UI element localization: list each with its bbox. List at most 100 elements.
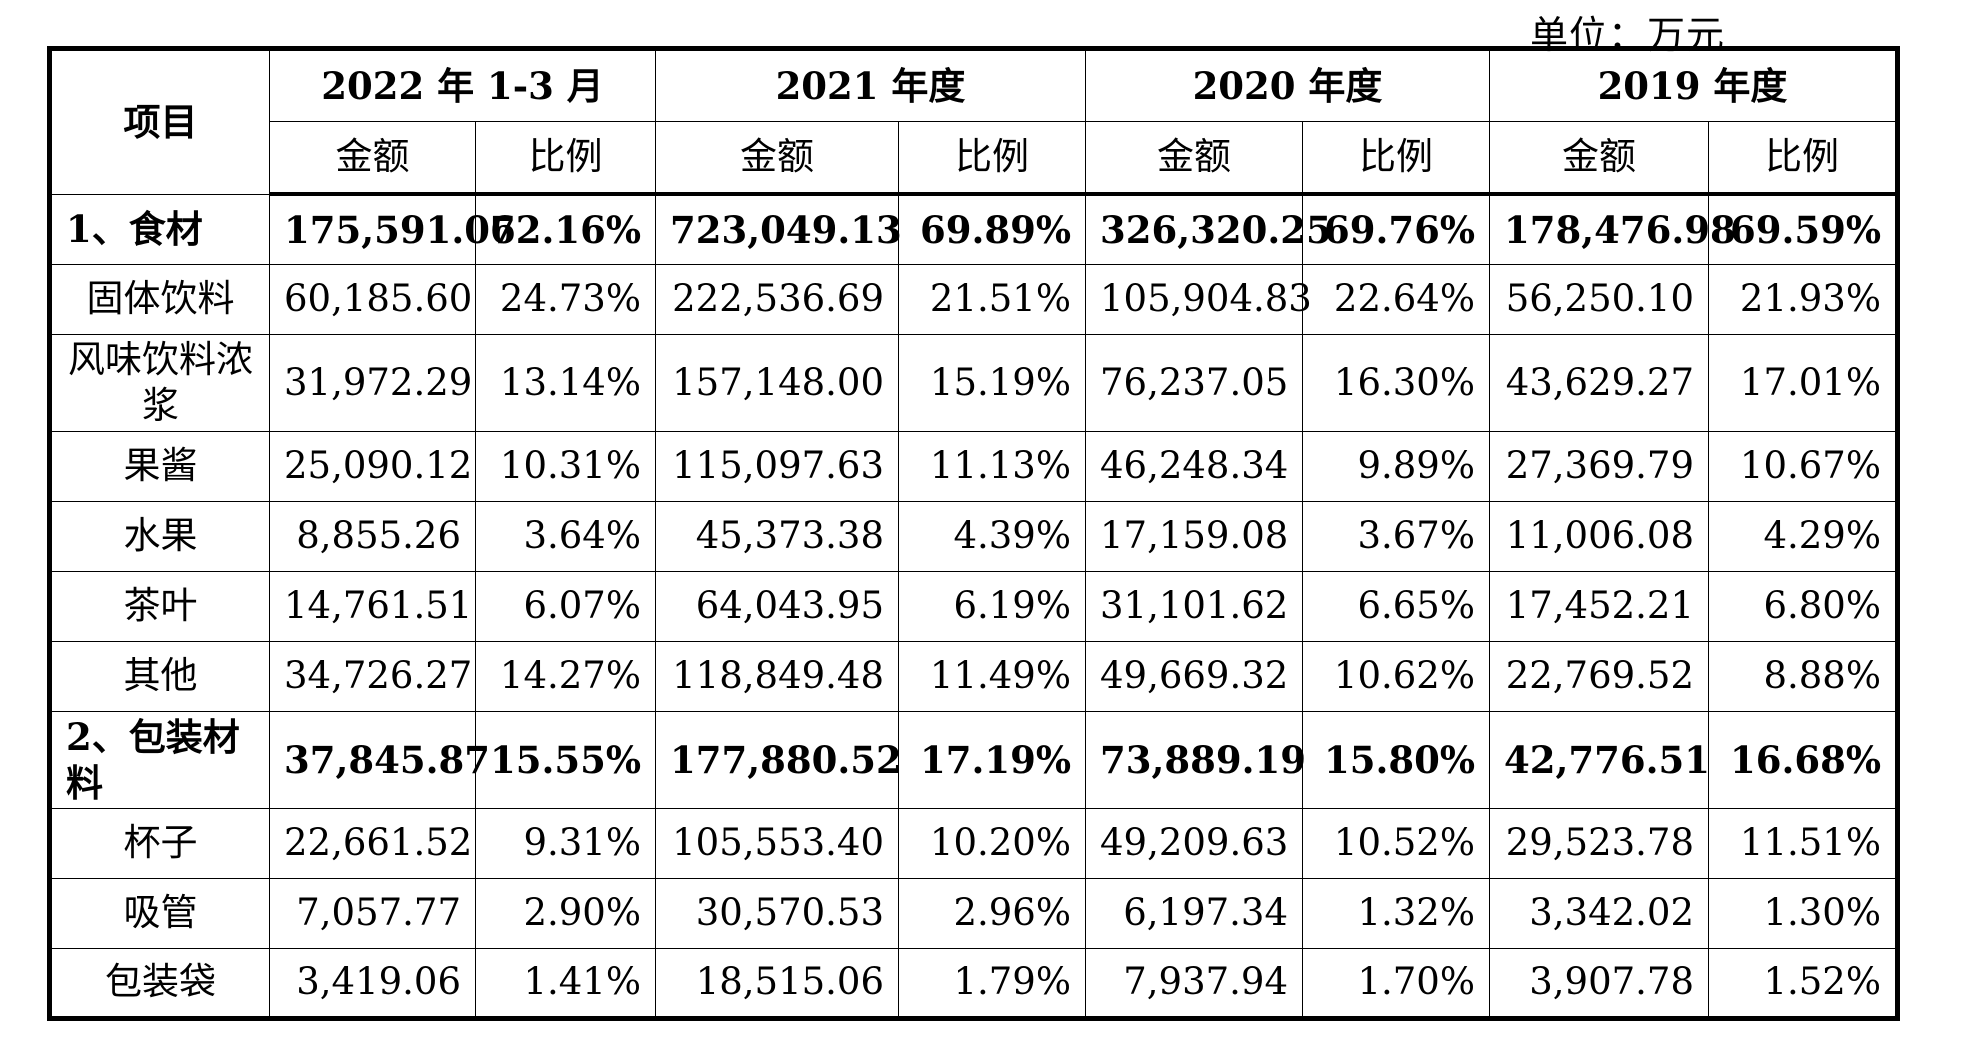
ratio-cell: 11.51% [1708, 807, 1898, 879]
category-row: 2、包装材料 37,845.87 15.55% 177,880.52 17.19% 73,… [49, 710, 1898, 809]
ratio-cell: 3.64% [475, 500, 656, 572]
table-row: 果酱 25,090.12 10.31% 115,097.63 11.13% 46,248.… [49, 430, 1898, 502]
header-ratio: 比例 [475, 121, 656, 196]
ratio-cell: 13.14% [475, 333, 656, 432]
row-item-label: 其他 [49, 640, 270, 712]
ratio-cell: 11.13% [898, 430, 1086, 502]
row-item-label: 茶叶 [49, 570, 270, 642]
header-item: 项目 [49, 48, 270, 195]
header-amount: 金额 [1085, 121, 1303, 196]
amount-cell: 49,669.32 [1085, 640, 1303, 712]
ratio-cell: 21.93% [1708, 263, 1898, 335]
ratio-cell: 1.79% [898, 947, 1086, 1019]
amount-cell: 326,320.25 [1085, 193, 1332, 265]
amount-cell: 76,237.05 [1085, 333, 1303, 432]
header-amount: 金额 [269, 121, 476, 196]
ratio-cell: 3.67% [1302, 500, 1490, 572]
ratio-cell: 4.29% [1708, 500, 1898, 572]
row-item-label: 杯子 [49, 807, 270, 879]
ratio-cell: 1.30% [1708, 877, 1898, 949]
header-ratio: 比例 [1302, 121, 1490, 196]
amount-cell: 31,101.62 [1085, 570, 1303, 642]
table-row: 其他 34,726.27 14.27% 118,849.48 11.49% 49,669.… [49, 640, 1898, 712]
amount-cell: 11,006.08 [1489, 500, 1709, 572]
table-row: 固体饮料 60,185.60 24.73% 222,536.69 21.51% 105,9… [49, 263, 1898, 335]
amount-cell: 17,159.08 [1085, 500, 1303, 572]
row-item-label: 果酱 [49, 430, 270, 502]
table-row: 水果 8,855.26 3.64% 45,373.38 4.39% 17,159.08 3.… [49, 500, 1898, 572]
row-item-label: 1、食材 [49, 193, 270, 265]
amount-cell: 8,855.26 [269, 500, 476, 572]
amount-cell: 3,419.06 [269, 947, 476, 1019]
header-row-metrics: 金额 比例 金额 比例 金额 比例 金额 比例 [50, 121, 1898, 196]
header-period: 2021 年度 [655, 48, 1086, 122]
amount-cell: 25,090.12 [269, 430, 476, 502]
ratio-cell: 14.27% [475, 640, 656, 712]
ratio-cell: 9.31% [475, 807, 656, 879]
ratio-cell: 2.90% [475, 877, 656, 949]
row-item-label: 风味饮料浓浆 [49, 333, 270, 432]
ratio-cell: 9.89% [1302, 430, 1490, 502]
ratio-cell: 69.76% [1302, 193, 1490, 265]
ratio-cell: 22.64% [1302, 263, 1490, 335]
amount-cell: 43,629.27 [1489, 333, 1709, 432]
amount-cell: 49,209.63 [1085, 807, 1303, 879]
row-item-label: 固体饮料 [49, 263, 270, 335]
ratio-cell: 17.19% [898, 710, 1086, 809]
amount-cell: 7,057.77 [269, 877, 476, 949]
table-body: 1、食材 175,591.06 72.16% 723,049.13 69.89% 326,… [49, 193, 1898, 1019]
amount-cell: 177,880.52 [655, 710, 902, 809]
ratio-cell: 6.80% [1708, 570, 1898, 642]
row-item-label: 包装袋 [49, 947, 270, 1019]
amount-cell: 115,097.63 [655, 430, 899, 502]
amount-cell: 14,761.51 [269, 570, 476, 642]
header-row-periods: 项目 2022 年 1-3 月 2021 年度 2020 年度 2019 年度 [49, 48, 1898, 195]
amount-cell: 42,776.51 [1489, 710, 1710, 809]
amount-cell: 7,937.94 [1085, 947, 1303, 1019]
amount-cell: 22,661.52 [269, 807, 476, 879]
ratio-cell: 10.31% [475, 430, 656, 502]
amount-cell: 3,907.78 [1489, 947, 1709, 1019]
amount-cell: 157,148.00 [655, 333, 899, 432]
table-row: 茶叶 14,761.51 6.07% 64,043.95 6.19% 31,101.62 6… [49, 570, 1898, 642]
ratio-cell: 1.32% [1302, 877, 1490, 949]
row-item-label: 吸管 [49, 877, 270, 949]
amount-cell: 6,197.34 [1085, 877, 1303, 949]
header-ratio: 比例 [898, 121, 1086, 196]
amount-cell: 175,591.06 [269, 193, 516, 265]
ratio-cell: 10.20% [898, 807, 1086, 879]
amount-cell: 60,185.60 [269, 263, 476, 335]
amount-cell: 73,889.19 [1085, 710, 1306, 809]
row-item-label: 2、包装材料 [49, 710, 270, 809]
ratio-cell: 72.16% [475, 193, 656, 265]
ratio-cell: 15.55% [475, 710, 656, 809]
amount-cell: 30,570.53 [655, 877, 899, 949]
amount-cell: 118,849.48 [655, 640, 899, 712]
ratio-cell: 15.80% [1302, 710, 1490, 809]
amount-cell: 34,726.27 [269, 640, 476, 712]
ratio-cell: 1.52% [1708, 947, 1898, 1019]
table-header: 项目 2022 年 1-3 月 2021 年度 2020 年度 2019 年度 … [49, 48, 1898, 196]
ratio-cell: 69.59% [1708, 193, 1898, 265]
ratio-cell: 1.70% [1302, 947, 1490, 1019]
amount-cell: 22,769.52 [1489, 640, 1709, 712]
amount-cell: 45,373.38 [655, 500, 899, 572]
amount-cell: 18,515.06 [655, 947, 899, 1019]
amount-cell: 17,452.21 [1489, 570, 1709, 642]
amount-cell: 3,342.02 [1489, 877, 1709, 949]
ratio-cell: 24.73% [475, 263, 656, 335]
header-ratio: 比例 [1708, 121, 1898, 196]
amount-cell: 105,553.40 [655, 807, 899, 879]
amount-cell: 56,250.10 [1489, 263, 1709, 335]
ratio-cell: 11.49% [898, 640, 1086, 712]
ratio-cell: 10.52% [1302, 807, 1490, 879]
amount-cell: 29,523.78 [1489, 807, 1709, 879]
ratio-cell: 10.67% [1708, 430, 1898, 502]
amount-cell: 222,536.69 [655, 263, 899, 335]
row-item-label: 水果 [49, 500, 270, 572]
ratio-cell: 6.19% [898, 570, 1086, 642]
ratio-cell: 21.51% [898, 263, 1086, 335]
ratio-cell: 16.30% [1302, 333, 1490, 432]
ratio-cell: 2.96% [898, 877, 1086, 949]
header-period: 2020 年度 [1085, 48, 1490, 122]
